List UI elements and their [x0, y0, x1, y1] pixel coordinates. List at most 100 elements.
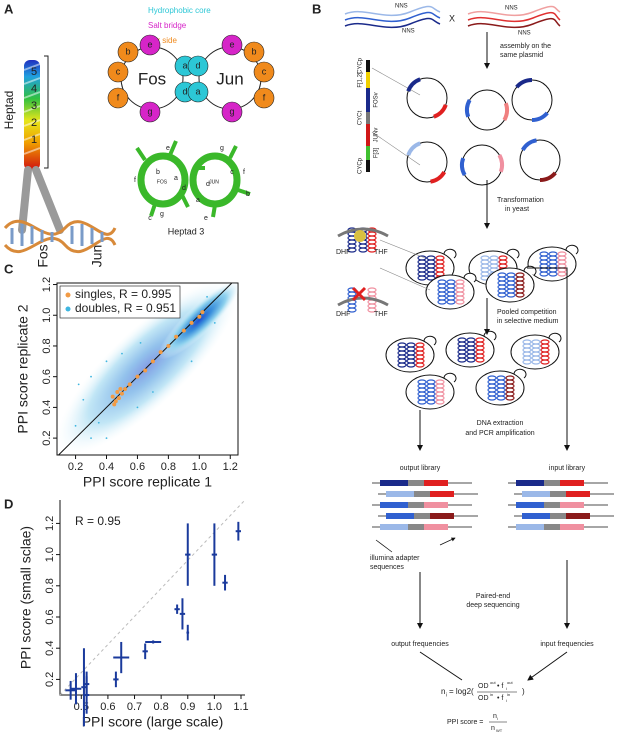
- read-seg: [516, 524, 544, 530]
- f-n: n: [493, 713, 497, 720]
- point: [118, 386, 123, 391]
- read-seg: [560, 480, 584, 486]
- yeast-cells: [347, 227, 579, 410]
- point: [152, 391, 154, 393]
- coil: [522, 359, 532, 365]
- point: [143, 368, 148, 373]
- libraries: [372, 480, 614, 530]
- plasmid-segment: [460, 157, 467, 176]
- plot-frame: [56, 282, 239, 456]
- wheel-letter: g: [147, 106, 152, 116]
- x-tick-label: 0.6: [130, 461, 145, 473]
- wheel-residue: [117, 41, 139, 63]
- coil: [437, 299, 447, 305]
- y-tick-label: 1.2: [44, 516, 56, 531]
- struct-letter: e: [204, 215, 208, 222]
- point: [110, 394, 115, 399]
- coil: [505, 395, 515, 401]
- heptad3: Heptad 3: [168, 226, 205, 236]
- cassette-label: JUNv: [374, 128, 380, 143]
- struct-letter: d: [182, 185, 186, 192]
- f-close: ): [522, 687, 525, 696]
- read-seg: [566, 513, 590, 519]
- struct-letter: g: [220, 145, 224, 152]
- point: [135, 374, 140, 379]
- coil: [426, 399, 436, 405]
- read-seg: [516, 480, 544, 486]
- input-library: input library: [549, 465, 586, 472]
- plasmid-segment: [502, 102, 509, 121]
- coil: [475, 357, 485, 363]
- f-eq: = log2(: [449, 687, 474, 696]
- wheel-residue: [243, 41, 265, 63]
- f-f: • f: [497, 695, 503, 702]
- point: [158, 350, 163, 355]
- read-seg: [560, 502, 584, 508]
- read-seg: [386, 491, 414, 497]
- x-tick-label: 0.6: [100, 701, 115, 713]
- wheel-jun: Jun: [216, 69, 243, 88]
- f-sup: out: [490, 680, 496, 685]
- transformation: Transformation: [497, 197, 544, 204]
- thf: THF: [374, 249, 388, 256]
- wheel-letter: g: [229, 106, 234, 116]
- read-seg: [522, 513, 550, 519]
- coil: [531, 359, 541, 365]
- plasmid: [461, 144, 503, 186]
- legend-box: [59, 285, 181, 319]
- wheel-letter: d: [195, 60, 200, 70]
- dna: DNA extraction: [477, 420, 524, 427]
- output-library: output library: [400, 465, 441, 472]
- cassette-label: CYCt: [358, 111, 364, 126]
- legend-label: doubles, R = 0.951: [75, 301, 176, 315]
- jun-label: Jun: [89, 245, 105, 268]
- point: [105, 360, 108, 363]
- struct-letter: c: [230, 169, 234, 176]
- cassette-label: CYCp: [358, 157, 364, 174]
- coil: [540, 359, 550, 365]
- fos-label: Fos: [35, 244, 51, 267]
- transformation: in yeast: [505, 206, 529, 213]
- chart-d: 0.5 0.6 0.7 0.8 0.9 1.0 1.1 0.2 0.4 0.6 0.8 1.0 1.2 P…: [18, 499, 249, 730]
- density-core: [158, 283, 238, 360]
- point: [197, 314, 202, 319]
- struct-letter: f: [134, 177, 136, 184]
- output-freq: output frequencies: [391, 641, 449, 648]
- legend-far: Far side: [148, 36, 177, 45]
- plasmid-segment: [531, 111, 549, 122]
- nns: NNS: [518, 31, 531, 37]
- point: [150, 359, 155, 364]
- plasmid-segment: [520, 138, 538, 152]
- assembly: assembly on the: [500, 43, 551, 50]
- x-axis-label: PPI score (large scale): [82, 714, 224, 730]
- point: [90, 375, 92, 378]
- wheel-residue: [107, 87, 129, 109]
- point: [105, 437, 108, 440]
- y-axis-label: PPI score replicate 2: [15, 304, 31, 433]
- read-seg: [560, 524, 584, 530]
- wheel-letter: d: [182, 86, 187, 96]
- plasmid: [466, 89, 508, 131]
- coil: [347, 247, 357, 253]
- f-sub: i: [446, 692, 447, 698]
- f-sup: in: [507, 692, 510, 697]
- point: [206, 295, 208, 298]
- heptad-number: 1: [31, 134, 37, 146]
- nns: NNS: [395, 4, 408, 10]
- panel-label: A: [4, 1, 14, 16]
- read-seg: [430, 491, 454, 497]
- legend-label: singles, R = 0.995: [75, 287, 172, 301]
- read-seg: [424, 502, 448, 508]
- f-f: • f: [497, 683, 503, 690]
- oligos: [344, 5, 561, 29]
- wheel-residue: [221, 101, 243, 123]
- wheel-letter: c: [262, 66, 267, 76]
- y-tick-label: 0.6: [41, 369, 53, 384]
- coil: [367, 247, 377, 253]
- wheel-residue: [221, 34, 243, 56]
- f-sup: out: [507, 680, 513, 685]
- plasmid: [406, 77, 448, 119]
- f-od: OD: [478, 695, 489, 702]
- wheel-letter: f: [263, 92, 266, 102]
